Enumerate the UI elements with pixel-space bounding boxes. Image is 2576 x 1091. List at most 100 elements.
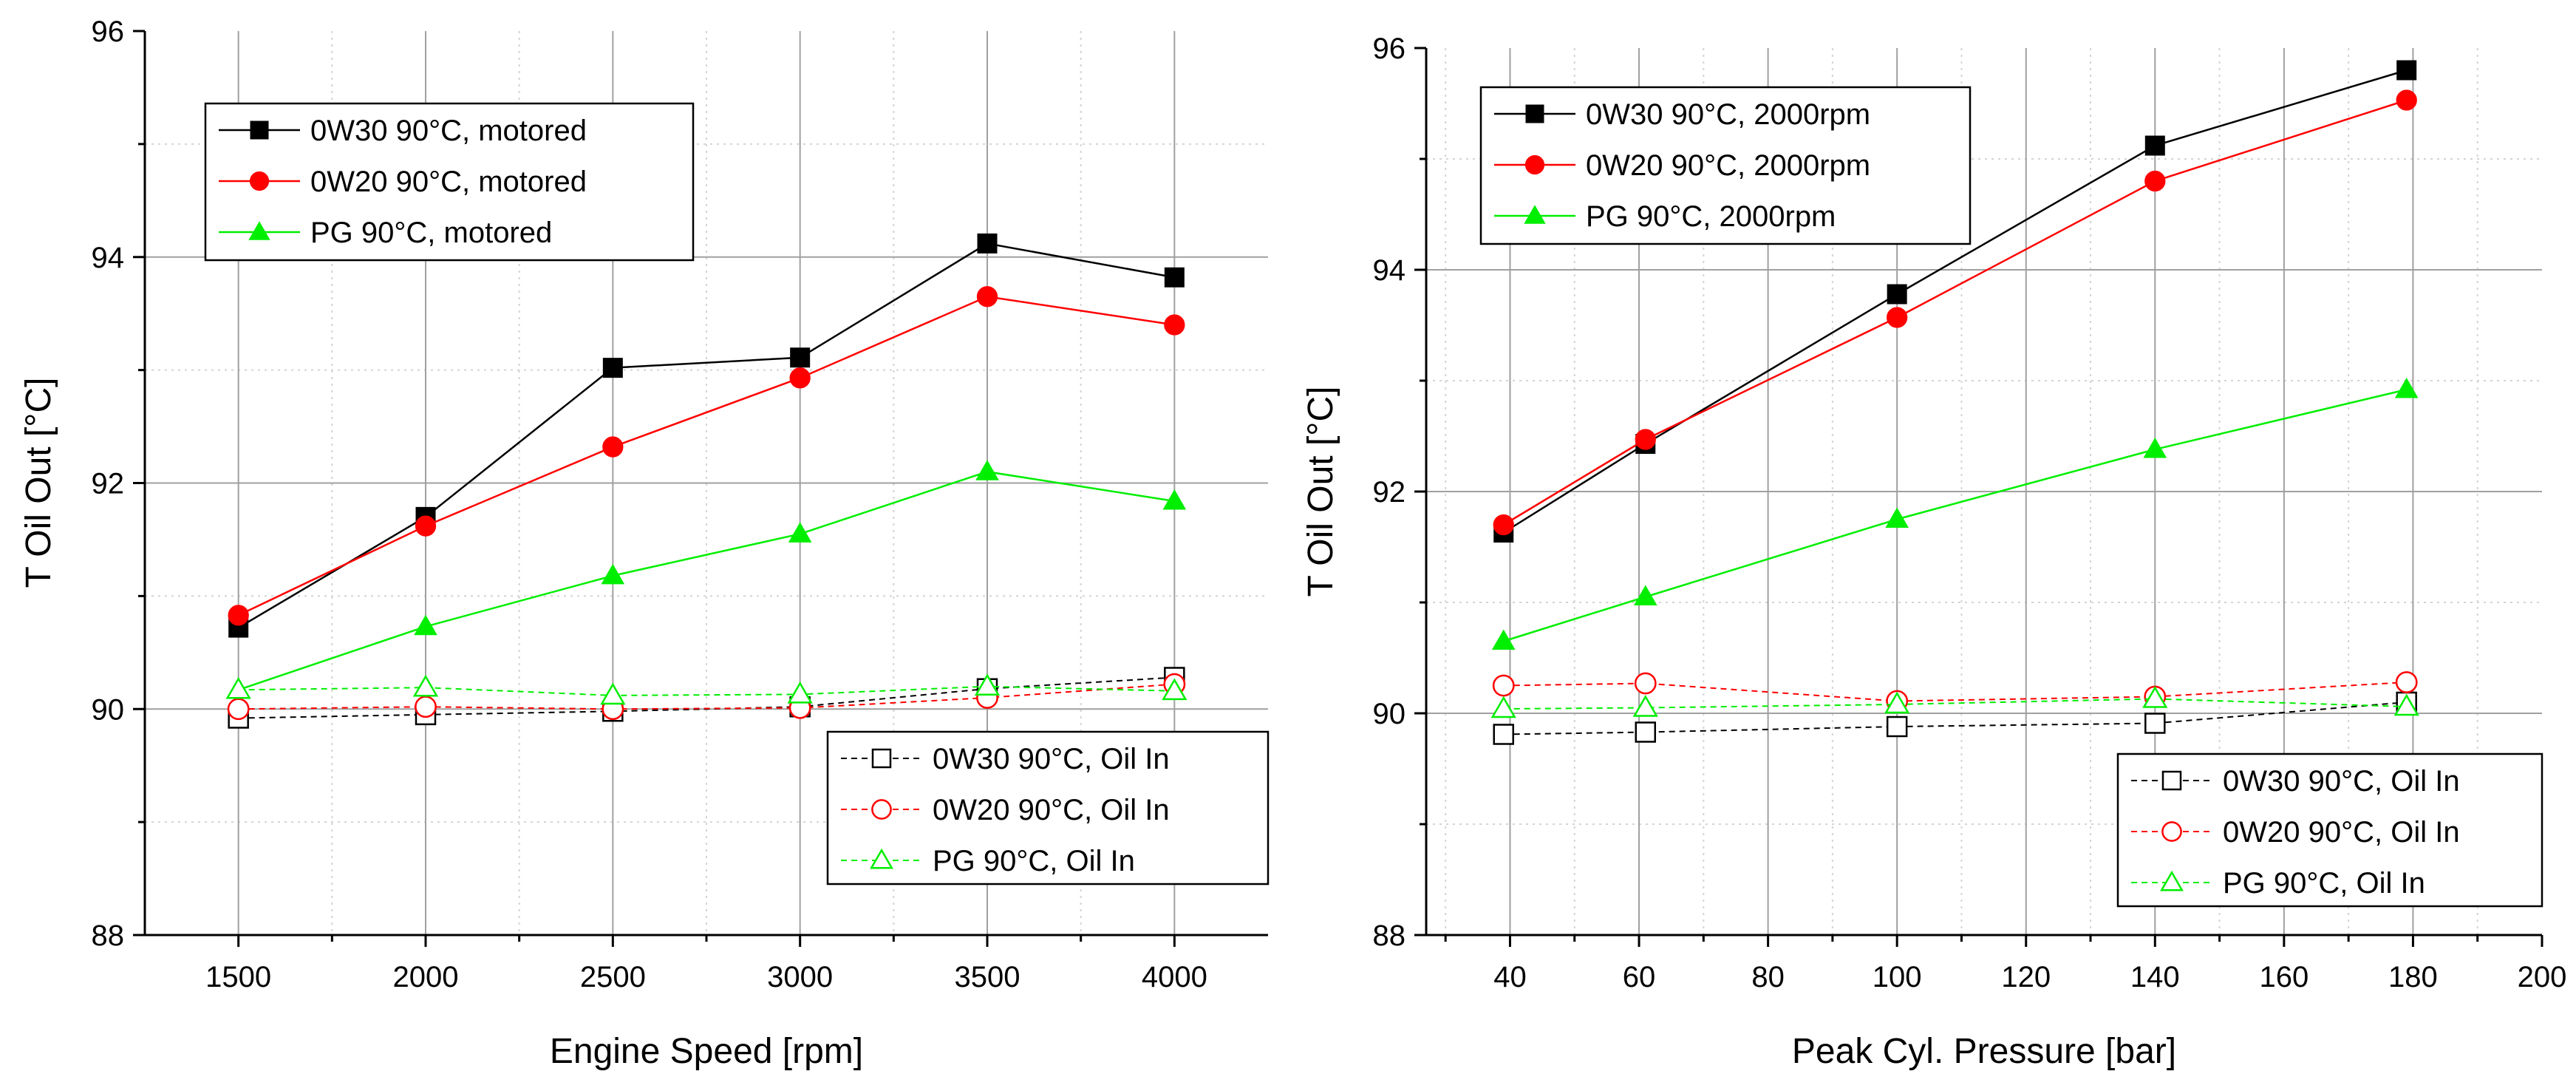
legend-top: 0W30 90°C, motored 0W20 90°C, motored PG 9… bbox=[204, 102, 695, 262]
data-point bbox=[2143, 438, 2167, 458]
legend-marker bbox=[871, 748, 892, 769]
y-axis-title: T Oil Out [°C] bbox=[1301, 386, 1340, 597]
legend-marker bbox=[248, 221, 270, 240]
data-point bbox=[1635, 721, 1657, 743]
data-point bbox=[974, 673, 1001, 696]
y-axis-title: T Oil Out [°C] bbox=[19, 377, 58, 588]
x-tick-label: 200 bbox=[2518, 961, 2567, 993]
data-point bbox=[2395, 671, 2418, 693]
legend-bottom: 0W30 90°C, Oil In 0W20 90°C, Oil In PG 90°… bbox=[826, 730, 1270, 886]
legend-marker bbox=[1525, 104, 1544, 123]
data-point bbox=[601, 563, 625, 585]
x-tick-label: 3000 bbox=[767, 961, 833, 993]
data-point bbox=[1491, 629, 1516, 650]
legend-top: 0W30 90°C, 2000rpm 0W20 90°C, 2000rpm PG 9… bbox=[1479, 86, 1972, 245]
x-tick-label: 80 bbox=[1751, 961, 1785, 993]
data-point bbox=[414, 614, 437, 636]
data-point bbox=[790, 347, 811, 368]
data-point bbox=[228, 605, 249, 626]
data-point bbox=[1635, 429, 1656, 450]
data-point bbox=[602, 436, 624, 458]
series-2 bbox=[228, 286, 1185, 626]
data-point bbox=[412, 674, 439, 697]
x-tick-label: 140 bbox=[2130, 961, 2180, 993]
x-tick-label: 2500 bbox=[580, 961, 646, 993]
data-point bbox=[1492, 674, 1515, 697]
data-point bbox=[1162, 489, 1187, 510]
legend-label: PG 90°C, Oil In bbox=[933, 845, 1135, 877]
legend-marker bbox=[870, 848, 893, 869]
chart-1: 88 90 92 94 96 1500 2000 2500 3000 3500 4000 Engine… bbox=[19, 16, 1270, 1071]
data-point bbox=[787, 681, 813, 704]
data-point bbox=[1633, 585, 1657, 606]
series-line bbox=[238, 470, 1175, 691]
series-3 bbox=[1491, 378, 2419, 650]
legend-label: 0W30 90°C, motored bbox=[310, 115, 587, 147]
series-line bbox=[238, 242, 1175, 629]
series-3 bbox=[226, 460, 1187, 699]
data-point bbox=[976, 286, 998, 307]
data-point bbox=[789, 367, 811, 389]
data-point bbox=[1632, 695, 1658, 717]
data-point bbox=[1164, 267, 1185, 288]
data-point bbox=[415, 696, 437, 718]
y-tick-label: 92 bbox=[92, 468, 125, 500]
data-point bbox=[225, 676, 251, 699]
data-point bbox=[1490, 696, 1516, 718]
legend-marker bbox=[2160, 870, 2184, 891]
x-tick-label: 1500 bbox=[205, 961, 271, 993]
x-tick-label: 160 bbox=[2259, 961, 2308, 993]
data-point bbox=[600, 682, 626, 705]
x-tick-label: 4000 bbox=[1142, 961, 1207, 993]
series-line bbox=[238, 685, 1175, 696]
legend-box bbox=[2116, 752, 2543, 908]
legend-label: 0W20 90°C, motored bbox=[310, 166, 587, 198]
legend-marker bbox=[871, 799, 892, 820]
legend-label: PG 90°C, 2000rpm bbox=[1586, 200, 1836, 233]
data-point bbox=[2144, 713, 2166, 734]
legend-label: 0W30 90°C, 2000rpm bbox=[1586, 98, 1870, 131]
legend-marker bbox=[250, 120, 269, 140]
series-5 bbox=[1492, 671, 2418, 713]
series-line bbox=[238, 683, 1175, 710]
legend-marker bbox=[2161, 821, 2182, 842]
data-point bbox=[1887, 307, 1908, 328]
data-point bbox=[227, 698, 250, 721]
data-point bbox=[1493, 514, 1514, 536]
x-axis-title: Peak Cyl. Pressure [bar] bbox=[1792, 1032, 2176, 1071]
data-point bbox=[415, 515, 437, 537]
legend-label: 0W30 90°C, Oil In bbox=[2223, 765, 2460, 798]
legend-label: 0W20 90°C, Oil In bbox=[933, 794, 1170, 826]
data-point bbox=[1162, 678, 1188, 701]
data-point bbox=[2394, 378, 2419, 398]
data-point bbox=[2396, 89, 2417, 111]
x-tick-label: 120 bbox=[2001, 961, 2051, 993]
legend-bottom: 0W30 90°C, Oil In 0W20 90°C, Oil In PG 90°… bbox=[2116, 752, 2543, 908]
data-point bbox=[1885, 507, 1909, 528]
data-point bbox=[788, 522, 812, 543]
legend-marker bbox=[2161, 770, 2182, 791]
y-tick-label: 92 bbox=[1373, 476, 1406, 509]
legend-label: PG 90°C, Oil In bbox=[2223, 867, 2425, 900]
chart-2: 88 90 92 94 96 40 60 80 100 120 140 160 180 200 Peak C… bbox=[1301, 33, 2566, 1071]
y-tick-label: 94 bbox=[1373, 254, 1406, 287]
series-4 bbox=[1493, 691, 2417, 745]
data-point bbox=[1493, 724, 1514, 745]
x-tick-label: 60 bbox=[1623, 961, 1656, 993]
legend-box bbox=[826, 730, 1270, 886]
y-tick-label: 94 bbox=[92, 242, 125, 274]
x-tick-label: 40 bbox=[1493, 961, 1527, 993]
y-tick-label: 96 bbox=[1373, 33, 1406, 65]
x-tick-label: 180 bbox=[2388, 961, 2438, 993]
data-point bbox=[602, 358, 623, 378]
data-point bbox=[977, 233, 998, 254]
x-tick-label: 3500 bbox=[955, 961, 1020, 993]
data-point bbox=[2393, 693, 2419, 716]
y-tick-label: 90 bbox=[92, 693, 125, 726]
series-line bbox=[238, 295, 1175, 616]
legend-marker bbox=[249, 171, 270, 191]
x-tick-label: 100 bbox=[1873, 961, 1922, 993]
data-point bbox=[1884, 691, 1910, 714]
series-6 bbox=[225, 673, 1188, 705]
